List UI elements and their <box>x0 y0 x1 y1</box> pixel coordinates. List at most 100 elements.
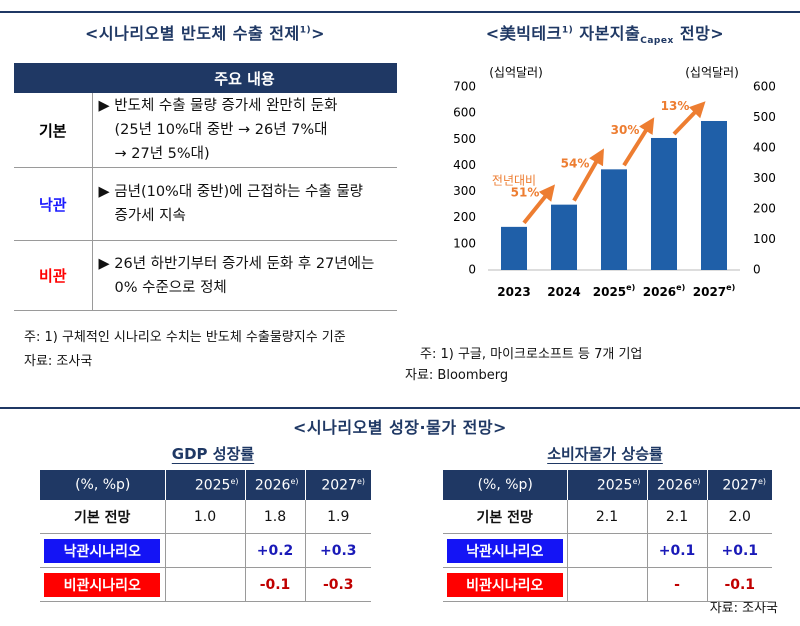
scenario-row: 낙관 ▶ 금년(10%대 중반)에 근접하는 수출 물량 증가세 지속 <box>14 167 397 241</box>
category-note: e) <box>626 283 635 292</box>
header-text: 2025 <box>596 477 633 494</box>
category: 2027 <box>693 285 726 299</box>
value: -0.1 <box>724 576 756 593</box>
y2-tick-label: 300 <box>753 171 776 185</box>
value-cell <box>164 533 245 568</box>
title-end: 전망> <box>679 24 725 43</box>
bottom-rule <box>0 407 800 409</box>
value-cell: -0.1 <box>706 567 772 602</box>
bar <box>701 120 727 270</box>
row-label: 기본 전망 <box>443 500 567 534</box>
header-note: e) <box>290 476 299 486</box>
top-rule <box>0 11 800 13</box>
text-line: ▶ 반도체 수출 물량 증가세 완만히 둔화 <box>98 98 338 114</box>
value-cell: +0.2 <box>244 533 305 568</box>
scenario-title: <시나리오별 반도체 수출 전제1)> <box>10 20 400 44</box>
header-cell: 2026e) <box>244 470 305 500</box>
text-line: → 27년 5%대) <box>114 146 210 162</box>
title-mid: 자본지출 <box>579 24 641 43</box>
category-note: e) <box>726 283 735 292</box>
scenario-table-wrap: 주요 내용 기본 ▶ 반도체 수출 물량 증가세 완만히 둔화 (25년 10%대 중… <box>14 63 397 311</box>
title-sup: 1) <box>561 25 574 36</box>
y-tick-label: 600 <box>453 106 476 120</box>
header-cell: (%, %p) <box>443 470 567 500</box>
row-label: 낙관시나리오 <box>443 533 567 568</box>
scenario-row: 기본 ▶ 반도체 수출 물량 증가세 완만히 둔화 (25년 10%대 중반 → 2… <box>14 93 397 168</box>
y2-tick-label: 0 <box>753 263 761 277</box>
scenario-row: 비관 ▶ 26년 하반기부터 증가세 둔화 후 27년에는 0% 수준으로 정체 <box>14 240 397 311</box>
bottom-source: 자료: 조사국 <box>709 601 778 616</box>
row: 기본 전망 1.0 1.8 1.9 <box>40 500 371 534</box>
header-note: e) <box>692 476 701 486</box>
row-label: 비관시나리오 <box>40 567 165 602</box>
header-note: e) <box>356 476 365 486</box>
header-text: (%, %p) <box>477 477 533 493</box>
row-label-text: 기본 전망 <box>476 509 533 526</box>
y-tick-label: 700 <box>453 80 476 94</box>
value: 1.9 <box>327 508 350 525</box>
scenario-table: 주요 내용 기본 ▶ 반도체 수출 물량 증가세 완만히 둔화 (25년 10%대 중… <box>14 63 397 311</box>
header-note: e) <box>757 476 766 486</box>
forecast-table: (%, %p) 2025e) 2026e) 2027e) 기본 전망 1.0 1.8 1.9 낙… <box>40 470 371 602</box>
header-text: 2027 <box>722 477 758 494</box>
header-cell: 2025e) <box>164 470 245 500</box>
row-label-text: 기본 전망 <box>74 509 131 526</box>
value: - <box>674 576 680 593</box>
value-cell: +0.3 <box>304 533 371 568</box>
growth-arrow <box>622 117 655 167</box>
value-cell: 1.0 <box>164 500 245 534</box>
row: 비관시나리오 - -0.1 <box>443 567 772 602</box>
growth-label: 30% <box>611 123 640 137</box>
text-line: ▶ 금년(10%대 중반)에 근접하는 수출 물량 <box>98 184 364 200</box>
row-label: 비관시나리오 <box>443 567 567 602</box>
value-cell <box>566 533 647 568</box>
growth-arrow <box>672 101 706 136</box>
header-cell: 2026e) <box>646 470 707 500</box>
row: 낙관시나리오 +0.2 +0.3 <box>40 533 371 568</box>
row: 낙관시나리오 +0.1 +0.1 <box>443 533 772 568</box>
annotation: 전년대비 <box>492 174 536 188</box>
y2-axis-label: (십억달러) <box>685 66 739 80</box>
value-cell <box>164 567 245 602</box>
value: +0.1 <box>658 542 696 559</box>
header-note: e) <box>230 476 239 486</box>
category-note: e) <box>676 283 685 292</box>
bar <box>501 226 527 270</box>
bottom-title: <시나리오별 성장·물가 전망> <box>293 418 507 437</box>
growth-label: 13% <box>661 99 690 113</box>
value-cell: 2.0 <box>706 500 772 534</box>
value: 1.0 <box>193 508 217 525</box>
header-cell: 2027e) <box>304 470 371 500</box>
y2-tick-label: 200 <box>753 202 776 216</box>
chart-title: <美빅테크1) 자본지출Capex 전망> <box>410 20 800 46</box>
scenario-text: ▶ 26년 하반기부터 증가세 둔화 후 27년에는 0% 수준으로 정체 <box>92 240 397 311</box>
y2-tick-label: 100 <box>753 232 776 246</box>
header-blank <box>14 63 92 93</box>
x-tick-label: 2023 <box>497 285 530 299</box>
value-cell: +0.1 <box>646 533 707 568</box>
header-text: 2026 <box>656 477 693 494</box>
scenario-label: 비관 <box>14 240 93 311</box>
scenario-text: ▶ 금년(10%대 중반)에 근접하는 수출 물량 증가세 지속 <box>92 167 397 241</box>
text-line: 0% 수준으로 정체 <box>114 279 227 296</box>
y2-tick-label: 600 <box>753 80 776 94</box>
title-end: > <box>311 24 326 43</box>
table-title: GDP 성장률 <box>171 445 255 463</box>
value: 2.0 <box>728 508 751 525</box>
category: 2026 <box>643 285 676 299</box>
growth-arrow <box>572 148 604 202</box>
header-text: 2026 <box>254 477 291 494</box>
title-sup: 1) <box>299 25 312 36</box>
value: +0.2 <box>256 542 294 559</box>
header-cell: 2025e) <box>566 470 647 500</box>
forecast-table: (%, %p) 2025e) 2026e) 2027e) 기본 전망 2.1 2.1 2.0 낙… <box>443 470 772 602</box>
x-tick-label: 2024 <box>547 285 580 299</box>
value: 2.1 <box>595 508 619 525</box>
y-tick-label: 400 <box>453 158 476 172</box>
header-cell: 주요 내용 <box>92 63 397 93</box>
scenario-label: 기본 <box>14 93 93 168</box>
y-tick-label: 200 <box>453 210 476 224</box>
header-cell: 2027e) <box>706 470 772 500</box>
value-cell: 1.9 <box>304 500 371 534</box>
